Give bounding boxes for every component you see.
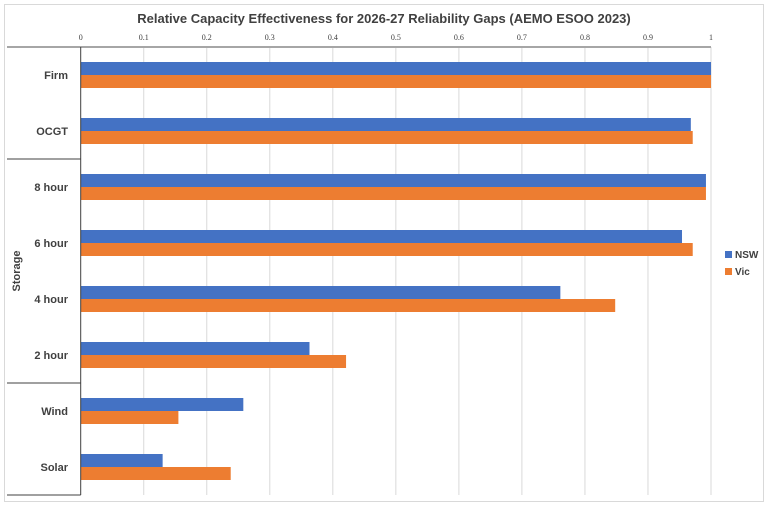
category-label: Wind	[41, 406, 68, 418]
category-label: Solar	[40, 462, 68, 474]
bar-nsw-ocgt	[80, 118, 691, 131]
x-tick-label: 0.6	[454, 33, 464, 42]
x-tick-label: 0.9	[643, 33, 653, 42]
x-tick-label: 0.3	[265, 33, 275, 42]
x-tick-label: 0.2	[202, 33, 212, 42]
bar-vic-wind	[80, 411, 179, 424]
category-label: 2 hour	[34, 350, 68, 362]
x-tick-label: 0	[79, 33, 83, 42]
bar-vic-4-hour	[80, 299, 616, 312]
bar-vic-ocgt	[80, 131, 693, 144]
legend-label-nsw: NSW	[735, 250, 759, 261]
bar-vic-solar	[80, 467, 231, 480]
bar-vic-8-hour	[80, 187, 706, 200]
x-tick-label: 0.7	[517, 33, 527, 42]
bar-nsw-4-hour	[80, 286, 561, 299]
bar-vic-firm	[80, 75, 711, 88]
bar-nsw-firm	[80, 62, 711, 75]
x-tick-label: 0.5	[391, 33, 401, 42]
x-tick-label: 0.4	[328, 33, 338, 42]
x-tick-label: 0.8	[580, 33, 590, 42]
category-label: OCGT	[36, 126, 68, 138]
bar-vic-6-hour	[80, 243, 693, 256]
bar-vic-2-hour	[80, 355, 347, 368]
bar-nsw-8-hour	[80, 174, 706, 187]
category-label: 6 hour	[34, 238, 68, 250]
group-label: Storage	[11, 251, 23, 292]
legend-label-vic: Vic	[735, 267, 750, 278]
category-label: Firm	[44, 70, 68, 82]
bar-nsw-2-hour	[80, 342, 310, 355]
x-tick-label: 0.1	[139, 33, 149, 42]
category-label: 8 hour	[34, 182, 68, 194]
category-label: 4 hour	[34, 294, 68, 306]
bar-nsw-wind	[80, 398, 244, 411]
legend-swatch-nsw	[725, 251, 732, 258]
chart-title: Relative Capacity Effectiveness for 2026…	[137, 11, 630, 26]
bar-nsw-6-hour	[80, 230, 683, 243]
legend-swatch-vic	[725, 268, 732, 275]
x-tick-label: 1	[709, 33, 713, 42]
bar-nsw-solar	[80, 454, 163, 467]
